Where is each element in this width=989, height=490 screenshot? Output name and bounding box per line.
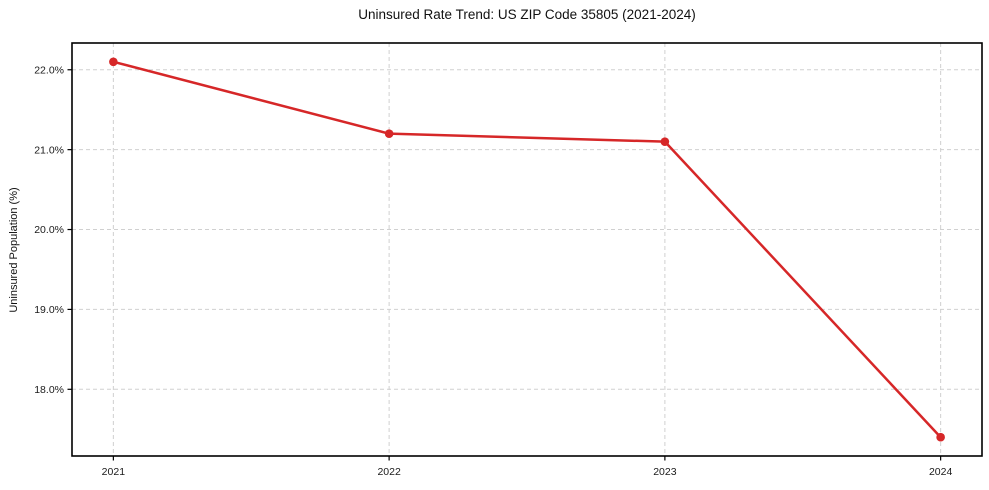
trend-line bbox=[112, 60, 942, 439]
x-tick-label: 2021 bbox=[102, 466, 126, 478]
data-point bbox=[660, 137, 670, 146]
data-point bbox=[936, 432, 945, 442]
y-tick-label: 22.0% bbox=[34, 64, 64, 76]
data-point bbox=[384, 129, 394, 138]
y-tick-label: 19.0% bbox=[34, 304, 64, 316]
y-tick-label: 20.0% bbox=[34, 224, 64, 236]
x-tick-label: 2022 bbox=[377, 466, 401, 478]
y-tick-label: 21.0% bbox=[34, 144, 64, 156]
chart-title: Uninsured Rate Trend: US ZIP Code 35805 … bbox=[358, 7, 696, 22]
y-tick-label: 18.0% bbox=[34, 384, 64, 396]
plot-area bbox=[72, 43, 982, 456]
x-tick-label: 2023 bbox=[653, 466, 677, 478]
data-point bbox=[109, 57, 118, 67]
x-tick-label: 2024 bbox=[929, 466, 953, 478]
plot-border bbox=[71, 42, 983, 457]
